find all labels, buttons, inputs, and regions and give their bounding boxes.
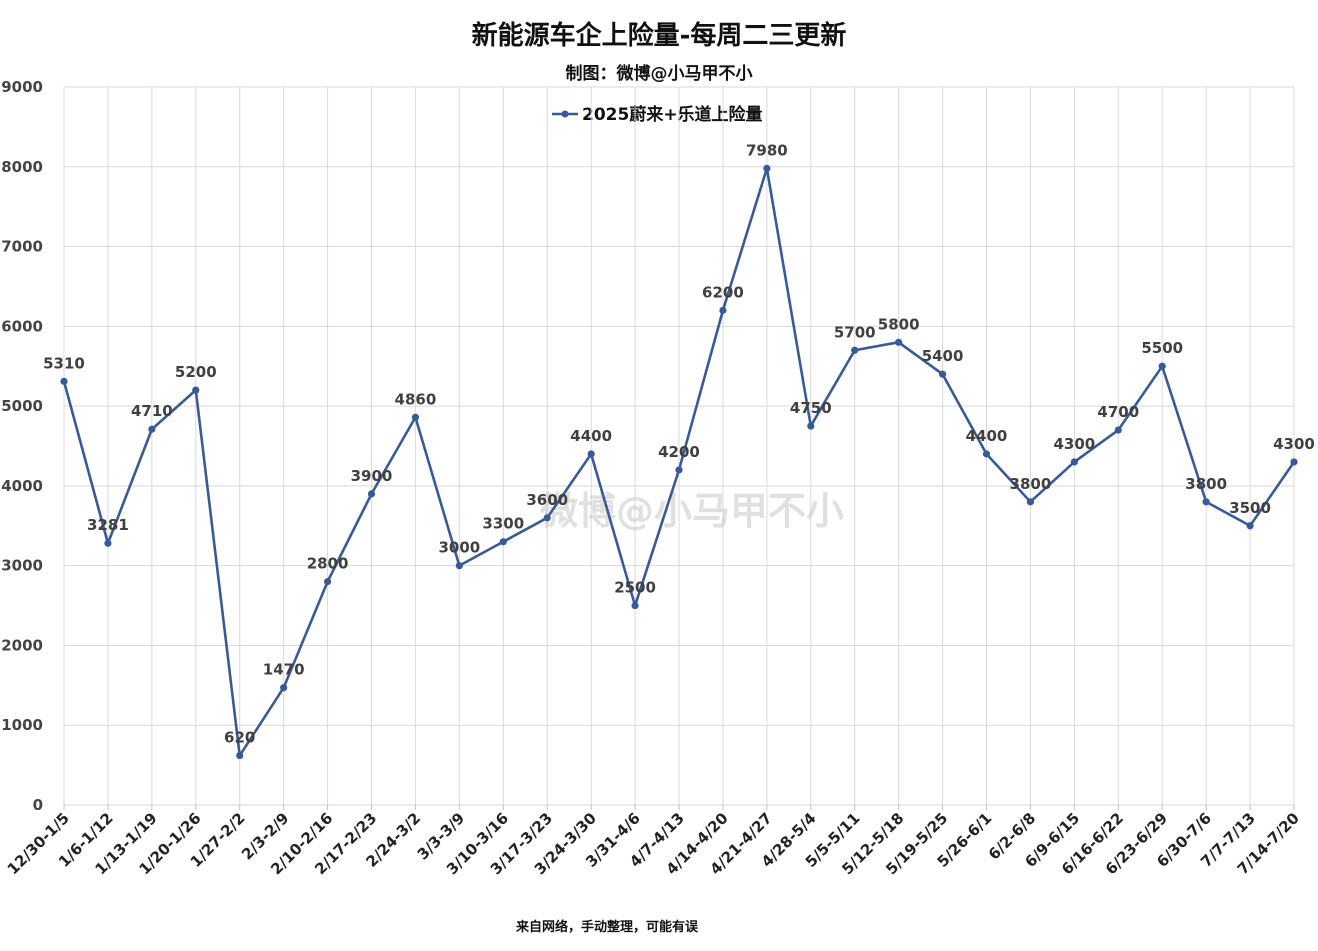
data-point: [763, 164, 771, 172]
data-label: 6200: [702, 283, 744, 301]
data-point: [1246, 522, 1254, 530]
data-label: 2500: [614, 579, 656, 597]
x-axis: 12/30-1/51/6-1/121/13-1/191/20-1/261/27-…: [4, 805, 1303, 878]
legend-label: 2025蔚来+乐道上险量: [582, 104, 763, 125]
data-label: 3600: [526, 491, 568, 509]
data-label: 5800: [878, 315, 920, 333]
data-point: [587, 450, 595, 458]
data-label: 4750: [790, 399, 832, 417]
data-point: [280, 684, 288, 692]
y-tick-label: 5000: [1, 397, 43, 415]
y-tick-label: 3000: [1, 557, 43, 575]
data-point: [631, 601, 639, 610]
x-tick-label: 12/30-1/5: [4, 809, 73, 878]
data-label: 5200: [175, 363, 217, 381]
data-label: 5500: [1141, 339, 1183, 357]
data-point: [719, 306, 727, 314]
data-label: 4400: [570, 427, 612, 445]
data-point: [455, 562, 463, 570]
data-label: 3500: [1229, 499, 1271, 517]
footer-note: 来自网络，手动整理，可能有误: [515, 919, 699, 935]
data-labels: 5310328147105200620147028003900486030003…: [43, 141, 1315, 746]
data-point: [323, 578, 332, 586]
data-label: 4400: [966, 427, 1008, 445]
y-tick-label: 0: [33, 796, 43, 814]
data-point: [1026, 498, 1035, 506]
y-tick-label: 2000: [1, 636, 43, 654]
data-label: 5700: [834, 323, 876, 341]
data-label: 4300: [1273, 435, 1315, 453]
data-label: 3800: [1185, 475, 1227, 493]
y-tick-label: 9000: [1, 78, 43, 96]
watermark: 微博@小马甲不小: [539, 489, 844, 533]
data-point: [148, 425, 156, 433]
data-point: [1158, 362, 1166, 370]
y-tick-label: 8000: [1, 158, 43, 176]
y-tick-label: 6000: [1, 317, 43, 335]
data-label: 4700: [1097, 403, 1139, 421]
data-label: 2800: [307, 555, 349, 573]
data-point: [411, 413, 420, 421]
data-point: [543, 514, 551, 522]
data-point: [499, 538, 507, 546]
data-point: [1114, 426, 1122, 434]
data-label: 3300: [482, 515, 524, 533]
y-tick-label: 1000: [1, 716, 43, 734]
data-point: [851, 346, 859, 354]
data-label: 1470: [263, 661, 305, 679]
data-label: 3900: [351, 467, 393, 485]
y-tick-label: 7000: [1, 238, 43, 256]
data-point: [938, 370, 947, 378]
data-label: 3000: [438, 539, 480, 557]
data-point: [367, 490, 376, 498]
grid: [63, 86, 1295, 806]
data-label: 3281: [87, 516, 129, 534]
data-label: 620: [224, 729, 255, 747]
data-point: [1290, 458, 1298, 466]
data-label: 4300: [1053, 435, 1095, 453]
data-point: [60, 377, 68, 385]
data-point: [982, 450, 991, 458]
data-point: [1070, 458, 1078, 466]
series-2025: [60, 164, 1298, 760]
data-label: 5400: [922, 347, 964, 365]
legend-point-marker: [561, 110, 569, 118]
data-point: [807, 422, 815, 430]
data-label: 4860: [395, 390, 437, 408]
data-label: 7980: [746, 141, 788, 159]
data-label: 3800: [1010, 475, 1052, 493]
chart-title: 新能源车企上险量-每周二三更新: [472, 20, 847, 51]
data-label: 5310: [43, 354, 85, 372]
data-point: [895, 338, 903, 346]
data-label: 4710: [131, 402, 173, 420]
data-point: [104, 539, 112, 547]
y-tick-label: 4000: [1, 477, 43, 495]
data-label: 4200: [658, 443, 700, 461]
legend: 2025蔚来+乐道上险量: [552, 104, 763, 125]
data-point: [236, 751, 244, 760]
data-point: [675, 466, 683, 474]
chart-subtitle: 制图：微博@小马甲不小: [566, 63, 753, 84]
y-axis: 0 1000 2000 3000 4000 5000 6000 7000 8000 9000: [1, 78, 43, 814]
data-point: [1202, 498, 1210, 506]
data-point: [192, 386, 200, 394]
